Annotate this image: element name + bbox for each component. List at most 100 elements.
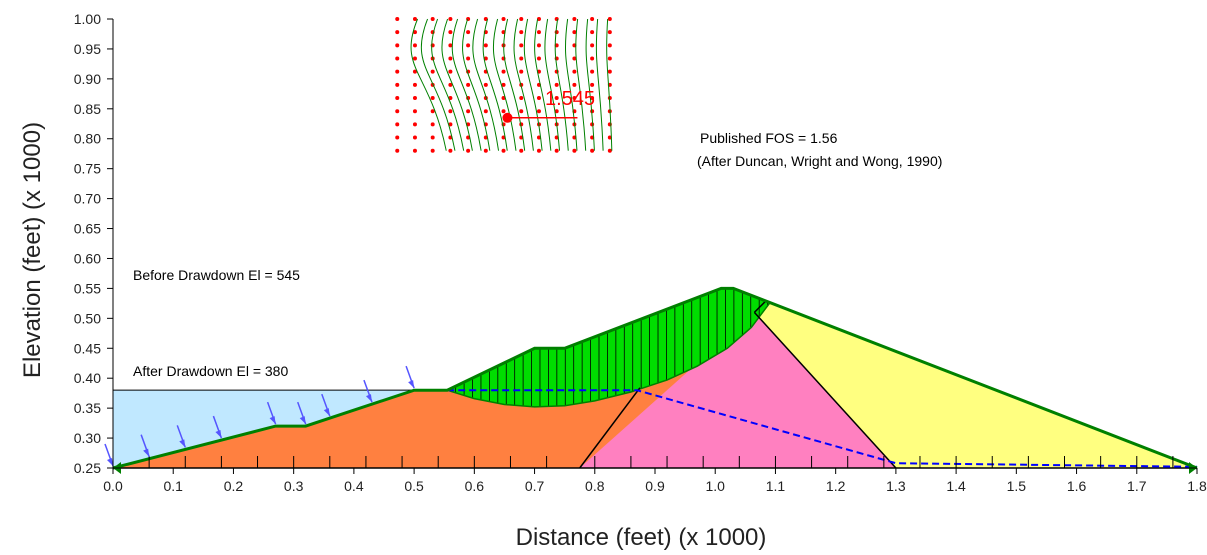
axes: 0.0 0.1 0.2 0.3 0.4 0.5 0.6 0.7 0.8 0.9 1.0 1.1 1.2 1… bbox=[74, 11, 1207, 494]
fos-contour bbox=[441, 18, 473, 151]
grid-point bbox=[412, 17, 417, 21]
grid-point bbox=[466, 43, 471, 48]
grid-point bbox=[554, 17, 559, 21]
grid-point bbox=[412, 82, 417, 87]
fos-contour bbox=[606, 18, 613, 151]
water-pressure-arrow-head bbox=[323, 408, 330, 417]
fos-contour bbox=[462, 18, 491, 151]
fos-contour bbox=[585, 18, 595, 151]
grid-point bbox=[519, 109, 524, 114]
grid-point bbox=[536, 148, 541, 153]
grid-point bbox=[395, 148, 400, 153]
grid-point bbox=[466, 56, 471, 61]
fos-contour bbox=[595, 18, 604, 151]
published-fos-label: Published FOS = 1.56 bbox=[700, 130, 838, 146]
grid-point bbox=[430, 96, 435, 101]
grid-point bbox=[466, 109, 471, 114]
grid-point bbox=[448, 56, 453, 61]
grid-point bbox=[466, 148, 471, 153]
grid-point bbox=[519, 30, 524, 35]
grid-point bbox=[501, 148, 506, 153]
x-tick-label: 0.2 bbox=[224, 478, 244, 494]
grid-point bbox=[412, 43, 417, 48]
grid-point bbox=[501, 69, 506, 74]
grid-point bbox=[448, 69, 453, 74]
y-tick-label: 0.45 bbox=[74, 340, 101, 356]
x-tick-label: 1.2 bbox=[826, 478, 846, 494]
grid-point bbox=[501, 82, 506, 87]
x-tick-label: 0.4 bbox=[344, 478, 364, 494]
grid-point bbox=[430, 122, 435, 127]
grid-point bbox=[590, 30, 595, 35]
y-tick-label: 0.65 bbox=[74, 221, 101, 237]
fos-contour bbox=[492, 18, 517, 151]
x-tick-label: 0.7 bbox=[525, 478, 545, 494]
y-tick-label: 0.90 bbox=[74, 71, 101, 87]
grid-point bbox=[430, 17, 435, 21]
water-pressure-arrow-head bbox=[269, 416, 276, 425]
grid-point bbox=[395, 82, 400, 87]
grid-point bbox=[448, 148, 453, 153]
grid-point bbox=[554, 96, 559, 101]
grid-point bbox=[536, 43, 541, 48]
fos-contour bbox=[420, 18, 456, 151]
slip-slices bbox=[446, 288, 770, 408]
sliding-mass bbox=[447, 288, 770, 407]
water-pressure-arrow-head bbox=[107, 458, 113, 466]
grid-point bbox=[536, 17, 541, 21]
grid-point bbox=[395, 30, 400, 35]
grid-point bbox=[607, 56, 612, 61]
grid-point bbox=[590, 82, 595, 87]
x-tick-label: 1.0 bbox=[705, 478, 725, 494]
slip-surface-line bbox=[446, 302, 770, 408]
x-tick-label: 0.9 bbox=[645, 478, 665, 494]
grid-point bbox=[412, 69, 417, 74]
fos-contour bbox=[451, 18, 482, 151]
grid-point bbox=[554, 30, 559, 35]
grid-point bbox=[448, 109, 453, 114]
core-boundary-right bbox=[753, 311, 897, 469]
grid-point bbox=[607, 43, 612, 48]
fos-contour bbox=[503, 18, 526, 151]
grid-point bbox=[554, 82, 559, 87]
grid-point bbox=[607, 17, 612, 21]
grid-point bbox=[590, 69, 595, 74]
grid-point bbox=[395, 122, 400, 127]
x-tick-label: 1.8 bbox=[1187, 478, 1207, 494]
grid-point bbox=[395, 17, 400, 21]
grid-point bbox=[536, 109, 541, 114]
fos-contour bbox=[431, 18, 465, 151]
fos-contour bbox=[482, 18, 508, 151]
y-tick-label: 0.70 bbox=[74, 191, 101, 207]
grid-point bbox=[519, 69, 524, 74]
x-tick-label: 1.7 bbox=[1127, 478, 1147, 494]
grid-point bbox=[448, 43, 453, 48]
x-axis-title: Distance (feet) (x 1000) bbox=[516, 524, 767, 551]
grid-point bbox=[590, 56, 595, 61]
grid-point bbox=[412, 109, 417, 114]
grid-point bbox=[412, 96, 417, 101]
before-drawdown-label: Before Drawdown El = 545 bbox=[133, 267, 300, 283]
grid-point bbox=[590, 148, 595, 153]
x-tick-label: 1.4 bbox=[946, 478, 966, 494]
x-tick-label: 1.5 bbox=[1007, 478, 1027, 494]
grid-point bbox=[395, 109, 400, 114]
y-tick-label: 0.80 bbox=[74, 131, 101, 147]
x-tick-label: 0.6 bbox=[465, 478, 485, 494]
grid-point bbox=[483, 82, 488, 87]
x-tick-label: 1.1 bbox=[766, 478, 786, 494]
fos-contour bbox=[554, 18, 569, 151]
fos-contour bbox=[513, 18, 534, 151]
grid-point bbox=[412, 135, 417, 140]
grid-point bbox=[572, 30, 577, 35]
water-pressure-arrow-head bbox=[179, 439, 186, 448]
grid-point bbox=[395, 96, 400, 101]
grid-point bbox=[572, 56, 577, 61]
critical-fos-label: 1.545 bbox=[545, 88, 595, 110]
core-boundary-left bbox=[579, 387, 641, 469]
y-tick-label: 1.00 bbox=[74, 11, 101, 27]
grid-point bbox=[572, 17, 577, 21]
grid-point bbox=[395, 135, 400, 140]
y-tick-label: 0.50 bbox=[74, 310, 101, 326]
grid-point bbox=[430, 148, 435, 153]
